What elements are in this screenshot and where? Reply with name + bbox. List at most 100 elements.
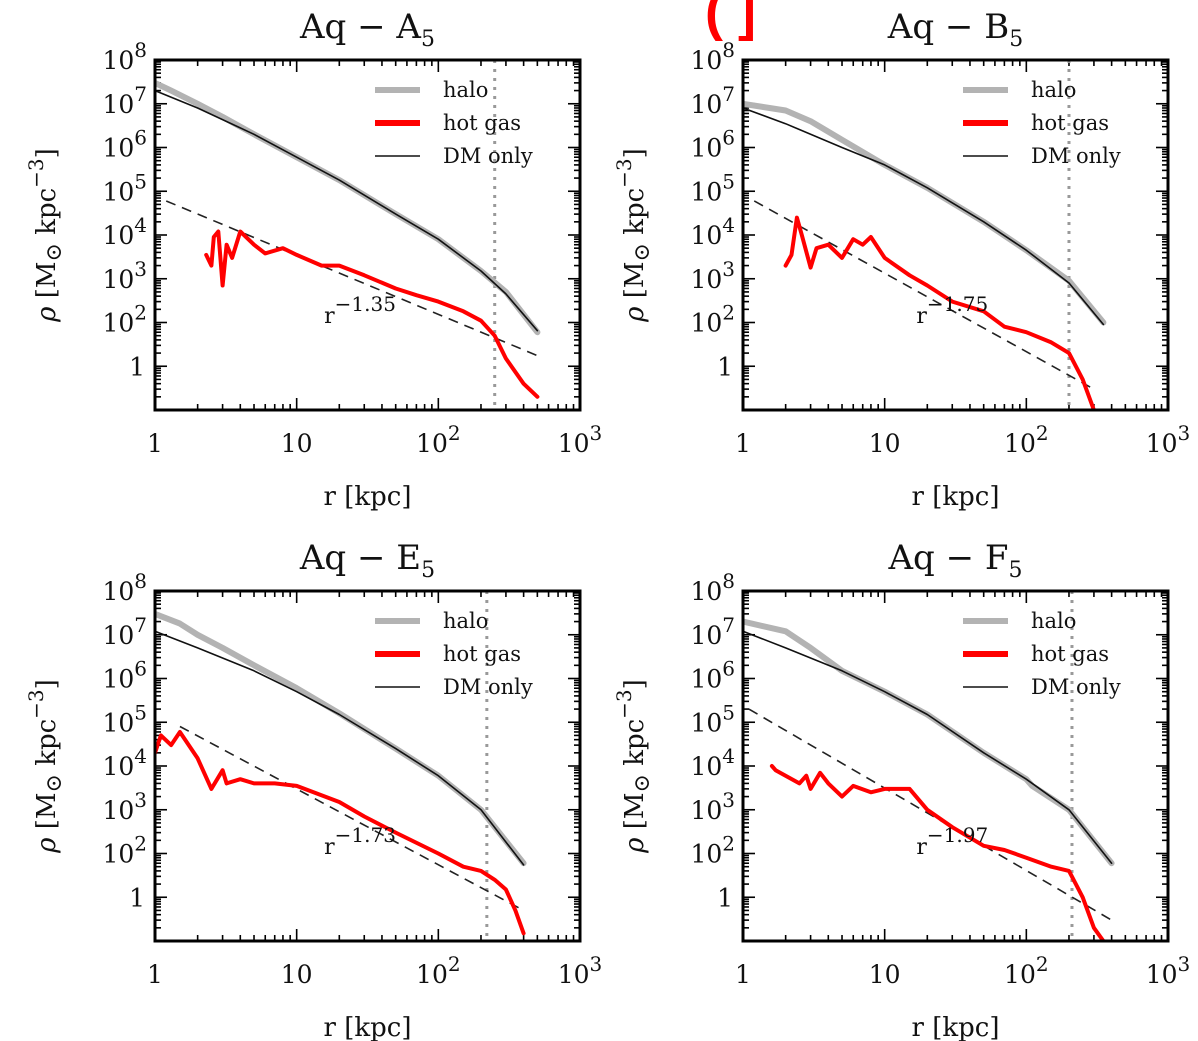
- y-label-close: ]: [32, 148, 62, 158]
- legend-label-hot_gas: hot gas: [443, 111, 521, 135]
- plot-area: [155, 60, 541, 410]
- x-tick-label: 1: [147, 429, 163, 458]
- powerlaw-line: [753, 200, 1095, 390]
- panel-title: Aq − A5: [299, 7, 435, 52]
- powerlaw-annotation: r−1.35: [324, 292, 396, 329]
- y-tick-base: 10: [690, 796, 722, 825]
- panel-title: Aq − B5: [887, 7, 1023, 52]
- y-label-sun: ⊙: [42, 243, 67, 261]
- series-DM-only: [743, 107, 1105, 326]
- plot-frame: [153, 58, 582, 412]
- x-tick-label: 10: [869, 960, 901, 989]
- x-tick-label: 102: [416, 952, 461, 989]
- y-label-unit: kpc: [32, 719, 62, 774]
- header-fragment: ( ]: [705, 0, 756, 42]
- y-label-unit: kpc: [32, 188, 62, 243]
- y-tick-exponent: 5: [134, 700, 147, 724]
- y-tick-exponent: 7: [134, 82, 147, 106]
- y-label-open: [M: [620, 261, 650, 298]
- legend-label-dm_only: DM only: [1031, 144, 1121, 168]
- y-tick-base: 10: [690, 621, 722, 650]
- y-tick-label: 104: [690, 744, 735, 781]
- y-label-rho: ρ: [620, 829, 650, 854]
- y-label-open: [M: [32, 261, 62, 298]
- y-tick-base: 10: [102, 90, 134, 119]
- x-tick-base: 10: [416, 960, 448, 989]
- annotation-base: r: [916, 304, 927, 329]
- y-tick-label: 106: [102, 657, 147, 694]
- y-tick-base: 10: [690, 752, 722, 781]
- y-tick-label: 108: [690, 569, 735, 606]
- y-label-rho: ρ: [620, 298, 650, 323]
- y-tick-base: 10: [102, 309, 134, 338]
- panel-title-subscript: 5: [421, 27, 435, 52]
- y-tick-exponent: 3: [134, 257, 147, 281]
- legend-label-hot_gas: hot gas: [1031, 642, 1109, 666]
- y-tick-label: 106: [690, 126, 735, 163]
- x-tick-label: 103: [558, 421, 603, 458]
- y-tick-label: 1: [129, 883, 145, 912]
- y-tick-base: 1: [717, 352, 733, 381]
- x-tick-base: 10: [281, 429, 313, 458]
- annotation-exponent: −1.73: [335, 823, 396, 847]
- y-label-unit: kpc: [620, 719, 650, 774]
- y-axis-label: ρ [M⊙ kpc−3]: [24, 148, 67, 323]
- x-tick-base: 1: [147, 429, 163, 458]
- x-tick-label: 102: [1004, 952, 1049, 989]
- y-tick-label: 107: [690, 82, 735, 119]
- powerlaw-annotation: r−1.97: [916, 823, 988, 860]
- y-tick-base: 1: [717, 883, 733, 912]
- x-tick-base: 10: [558, 960, 590, 989]
- y-tick-exponent: 4: [722, 744, 735, 768]
- x-tick-exponent: 3: [590, 952, 603, 976]
- y-tick-label: 108: [690, 38, 735, 75]
- y-tick-exponent: 6: [722, 657, 735, 681]
- panel-title: Aq − F5: [887, 538, 1022, 583]
- y-tick-base: 10: [102, 621, 134, 650]
- legend-label-halo: halo: [1031, 609, 1076, 633]
- y-tick-base: 10: [690, 708, 722, 737]
- y-tick-label: 103: [690, 788, 735, 825]
- legend-label-hot_gas: hot gas: [443, 642, 521, 666]
- y-tick-label: 106: [690, 657, 735, 694]
- y-tick-label: 1: [129, 352, 145, 381]
- y-label-exponent: −3: [24, 689, 48, 718]
- y-label-exponent: −3: [612, 158, 636, 187]
- x-tick-base: 10: [558, 429, 590, 458]
- x-tick-label: 103: [1146, 952, 1191, 989]
- y-tick-exponent: 7: [722, 613, 735, 637]
- y-label-sun: ⊙: [630, 243, 655, 261]
- powerlaw-annotation: r−1.75: [916, 292, 988, 329]
- y-label-open: [M: [620, 792, 650, 829]
- annotation-exponent: −1.97: [927, 823, 988, 847]
- powerlaw-line: [748, 708, 1113, 921]
- y-tick-base: 10: [690, 221, 722, 250]
- y-tick-label: 102: [102, 301, 147, 338]
- y-tick-base: 10: [690, 665, 722, 694]
- y-tick-base: 10: [102, 177, 134, 206]
- y-tick-exponent: 5: [134, 169, 147, 193]
- series-DM-only: [155, 89, 539, 332]
- x-tick-exponent: 3: [1178, 952, 1191, 976]
- y-tick-exponent: 8: [134, 38, 147, 62]
- y-tick-base: 10: [102, 840, 134, 869]
- series-DM-only: [155, 630, 525, 866]
- x-tick-label: 102: [1004, 421, 1049, 458]
- y-tick-base: 10: [102, 796, 134, 825]
- y-tick-exponent: 8: [134, 569, 147, 593]
- y-tick-base: 10: [690, 46, 722, 75]
- y-axis-label: ρ [M⊙ kpc−3]: [24, 679, 67, 854]
- y-label-exponent: −3: [24, 158, 48, 187]
- x-tick-label: 103: [558, 952, 603, 989]
- y-tick-label: 1: [717, 352, 733, 381]
- x-tick-label: 1: [735, 429, 751, 458]
- y-tick-exponent: 3: [722, 257, 735, 281]
- panel-3: Aq − E51 10 102 1031081071061051041031021r …: [24, 538, 602, 1041]
- x-tick-label: 10: [281, 960, 313, 989]
- series-hot-gas: [155, 730, 526, 936]
- y-tick-exponent: 4: [722, 213, 735, 237]
- plot-frame: [741, 58, 1170, 412]
- y-tick-base: 10: [690, 840, 722, 869]
- x-tick-base: 10: [416, 429, 448, 458]
